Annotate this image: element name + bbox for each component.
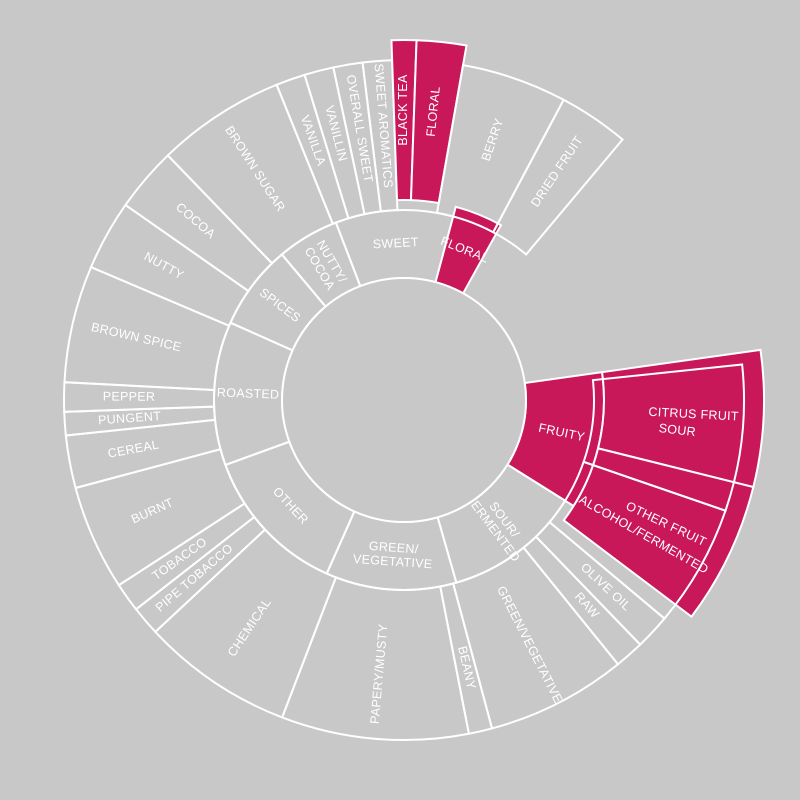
inner-segment-sweet[interactable]: SWEET	[334, 209, 455, 288]
outer-label-brown-spice: BROWN SPICE	[90, 320, 183, 354]
inner-segment-floral[interactable]: FLORAL	[434, 205, 503, 295]
outer-label-cocoa: COCOA	[173, 200, 218, 242]
outer-label-black-tea: BLACK TEA	[396, 74, 410, 146]
outer-label-burnt: BURNT	[129, 496, 175, 527]
outer-segment-papery-musty[interactable]: PAPERY/MUSTY	[280, 576, 471, 741]
outer-segment-dried-fruit[interactable]: DRIED FRUIT	[491, 98, 624, 256]
inner-segment-green-vegetative[interactable]: GREEN/VEGETATIVE	[325, 510, 458, 591]
outer-label-citrus-fruit: CITRUS FRUIT	[648, 405, 739, 424]
outer-label-berry: BERRY	[479, 116, 507, 163]
outer-segment-black-tea[interactable]: BLACK TEA	[390, 39, 418, 202]
outer-label-pepper: PEPPER	[103, 390, 156, 404]
outer-label-brown-sugar: BROWN SUGAR	[222, 124, 288, 215]
outer-segment-shape[interactable]	[491, 98, 624, 256]
outer-segment-floral[interactable]: FLORAL	[409, 39, 468, 205]
inner-label-spices: SPICES	[257, 286, 303, 326]
outer-segment-cereal[interactable]: CEREAL	[64, 418, 222, 490]
outer-segment-other-fruit[interactable]: OTHER FRUIT	[562, 447, 755, 619]
outer-label-sour: SOUR	[658, 421, 697, 439]
inner-label-nutty-cocoa: NUTTY/COCOA	[301, 238, 349, 293]
outer-segment-shape[interactable]	[562, 447, 755, 619]
inner-label-other: OTHER	[270, 485, 311, 528]
outer-segment-shape[interactable]	[361, 59, 399, 213]
outer-label-pungent: PUNGENT	[98, 409, 162, 427]
outer-segment-brown-spice[interactable]: BROWN SPICE	[63, 265, 231, 392]
outer-segment-shape[interactable]	[63, 265, 231, 392]
outer-segment-beany[interactable]: BEANY	[439, 582, 494, 735]
outer-label-papery-musty: PAPERY/MUSTY	[368, 623, 391, 725]
outer-label-raw: RAW	[572, 590, 602, 621]
outer-label-dried-fruit: DRIED FRUIT	[528, 133, 586, 209]
outer-label-nutty: NUTTY	[142, 249, 187, 282]
outer-segment-brown-sugar[interactable]: BROWN SUGAR	[166, 83, 335, 265]
outer-segment-cocoa[interactable]: COCOA	[124, 154, 274, 293]
inner-label-roasted: ROASTED	[217, 386, 280, 402]
outer-label-floral: FLORAL	[424, 86, 443, 138]
outer-label-cereal: CEREAL	[107, 438, 161, 461]
wheel-segments: FRUITYSOUR/FERMENTEDGREEN/VEGETATIVEOTHE…	[63, 39, 765, 741]
wheel-center	[281, 277, 527, 523]
outer-segment-nutty[interactable]: NUTTY	[89, 203, 250, 328]
inner-label-sweet: SWEET	[372, 235, 419, 251]
inner-label-green-vegetative: GREEN/VEGETATIVE	[352, 538, 433, 571]
outer-label-green-vegetative: GREEN/VEGETATIVE	[494, 584, 565, 706]
outer-segment-citrus-fruit[interactable]: CITRUS FRUIT	[596, 348, 765, 489]
outer-label-chemical: CHEMICAL	[225, 596, 274, 659]
